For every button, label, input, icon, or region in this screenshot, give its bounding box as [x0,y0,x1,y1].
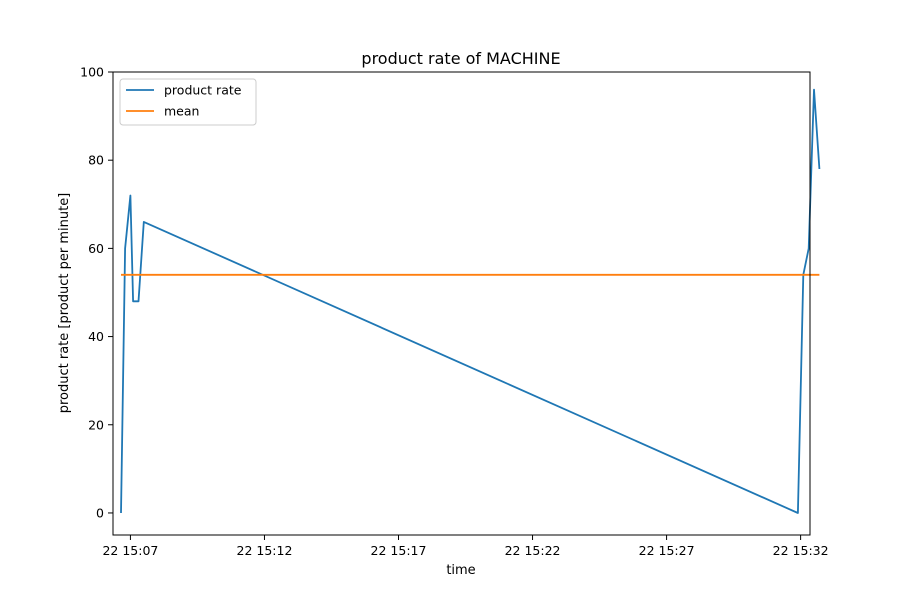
legend-label-1: mean [164,104,199,119]
x-tick-label: 22 15:17 [371,543,427,558]
legend: product rate mean [119,78,257,126]
axes-frame [112,71,811,536]
y-tick-label: 20 [88,417,104,432]
x-tick-label: 22 15:07 [102,543,158,558]
y-axis-label: product rate [product per minute] [57,193,72,414]
x-axis-label: time [446,563,475,578]
axis-ticks: 22 15:07 22 15:12 22 15:17 22 15:22 22 15:27… [80,65,828,559]
x-tick-label: 22 15:32 [773,543,829,558]
y-tick-label: 60 [88,241,104,256]
x-tick-label: 22 15:12 [237,543,293,558]
y-tick-label: 0 [96,505,104,520]
x-tick-label: 22 15:22 [505,543,561,558]
plot-area [112,71,821,536]
y-tick-label: 80 [88,153,104,168]
y-tick-label: 100 [80,65,104,80]
x-tick-label: 22 15:27 [639,543,695,558]
chart-title: product rate of MACHINE [361,49,560,68]
series-line-0 [120,88,821,514]
y-tick-label: 40 [88,329,104,344]
legend-label-0: product rate [164,83,242,98]
